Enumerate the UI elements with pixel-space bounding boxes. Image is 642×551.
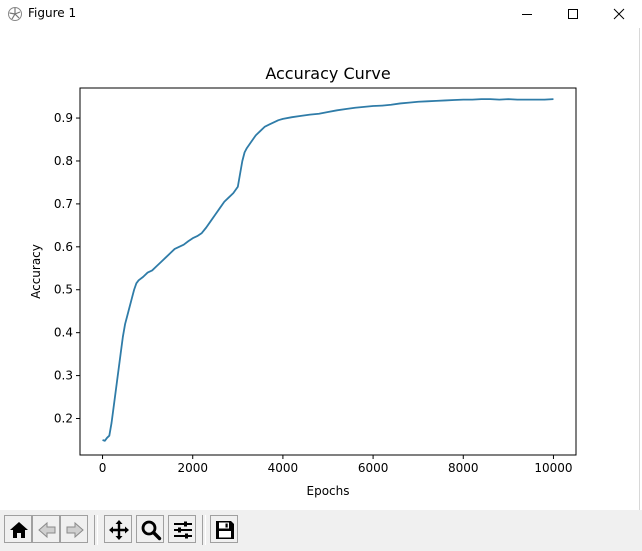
minimize-button[interactable] (504, 0, 550, 28)
accuracy-series-line (102, 98, 554, 442)
home-button[interactable] (4, 515, 32, 543)
matplotlib-logo-icon (8, 7, 22, 21)
zoom-button[interactable] (136, 515, 164, 543)
window-title: Figure 1 (28, 6, 77, 20)
y-tick-label: 0.5 (54, 283, 73, 297)
back-arrow-icon (38, 521, 56, 539)
y-tick-label: 0.7 (54, 197, 73, 211)
close-icon (613, 8, 625, 20)
save-button[interactable] (210, 515, 238, 543)
maximize-button[interactable] (550, 0, 596, 28)
back-button[interactable] (32, 515, 60, 543)
x-tick-label: 10000 (534, 461, 572, 475)
y-axis-label: Accuracy (29, 244, 43, 299)
x-tick-label: 8000 (448, 461, 479, 475)
x-tick-label: 4000 (268, 461, 299, 475)
x-tick-label: 2000 (177, 461, 208, 475)
home-icon (10, 522, 28, 538)
sliders-icon (174, 521, 192, 539)
magnifier-icon (141, 520, 162, 541)
axes-frame (79, 87, 577, 456)
floppy-disk-icon (216, 521, 234, 539)
x-axis-label: Epochs (307, 484, 350, 498)
close-button[interactable] (596, 0, 642, 28)
x-tick-label: 6000 (358, 461, 389, 475)
y-tick-label: 0.9 (54, 111, 73, 125)
move-icon (109, 520, 129, 540)
configure-subplots-button[interactable] (168, 515, 196, 543)
y-tick-label: 0.8 (54, 154, 73, 168)
figure-canvas[interactable]: Accuracy Curve 0 2000 4000 6000 8000 10000 0.2 0… (0, 28, 642, 510)
forward-arrow-icon (66, 521, 84, 539)
maximize-icon (568, 9, 578, 19)
plot-group: Accuracy Curve 0 2000 4000 6000 8000 10000 0.2 0… (29, 64, 577, 498)
toolbar-separator (94, 515, 98, 545)
x-tick-label: 0 (99, 461, 107, 475)
toolbar-separator (202, 515, 206, 545)
y-tick-label: 0.4 (54, 326, 73, 340)
y-tick-label: 0.3 (54, 369, 73, 383)
accuracy-chart: Accuracy Curve 0 2000 4000 6000 8000 10000 0.2 0… (29, 64, 577, 498)
minimize-icon (522, 14, 532, 15)
window-right-edge (639, 28, 642, 510)
chart-title: Accuracy Curve (265, 64, 390, 83)
navigation-toolbar (0, 510, 642, 551)
forward-button[interactable] (60, 515, 88, 543)
window-titlebar: Figure 1 (0, 0, 642, 28)
pan-button[interactable] (104, 515, 132, 543)
y-tick-label: 0.2 (54, 412, 73, 426)
y-tick-label: 0.6 (54, 240, 73, 254)
